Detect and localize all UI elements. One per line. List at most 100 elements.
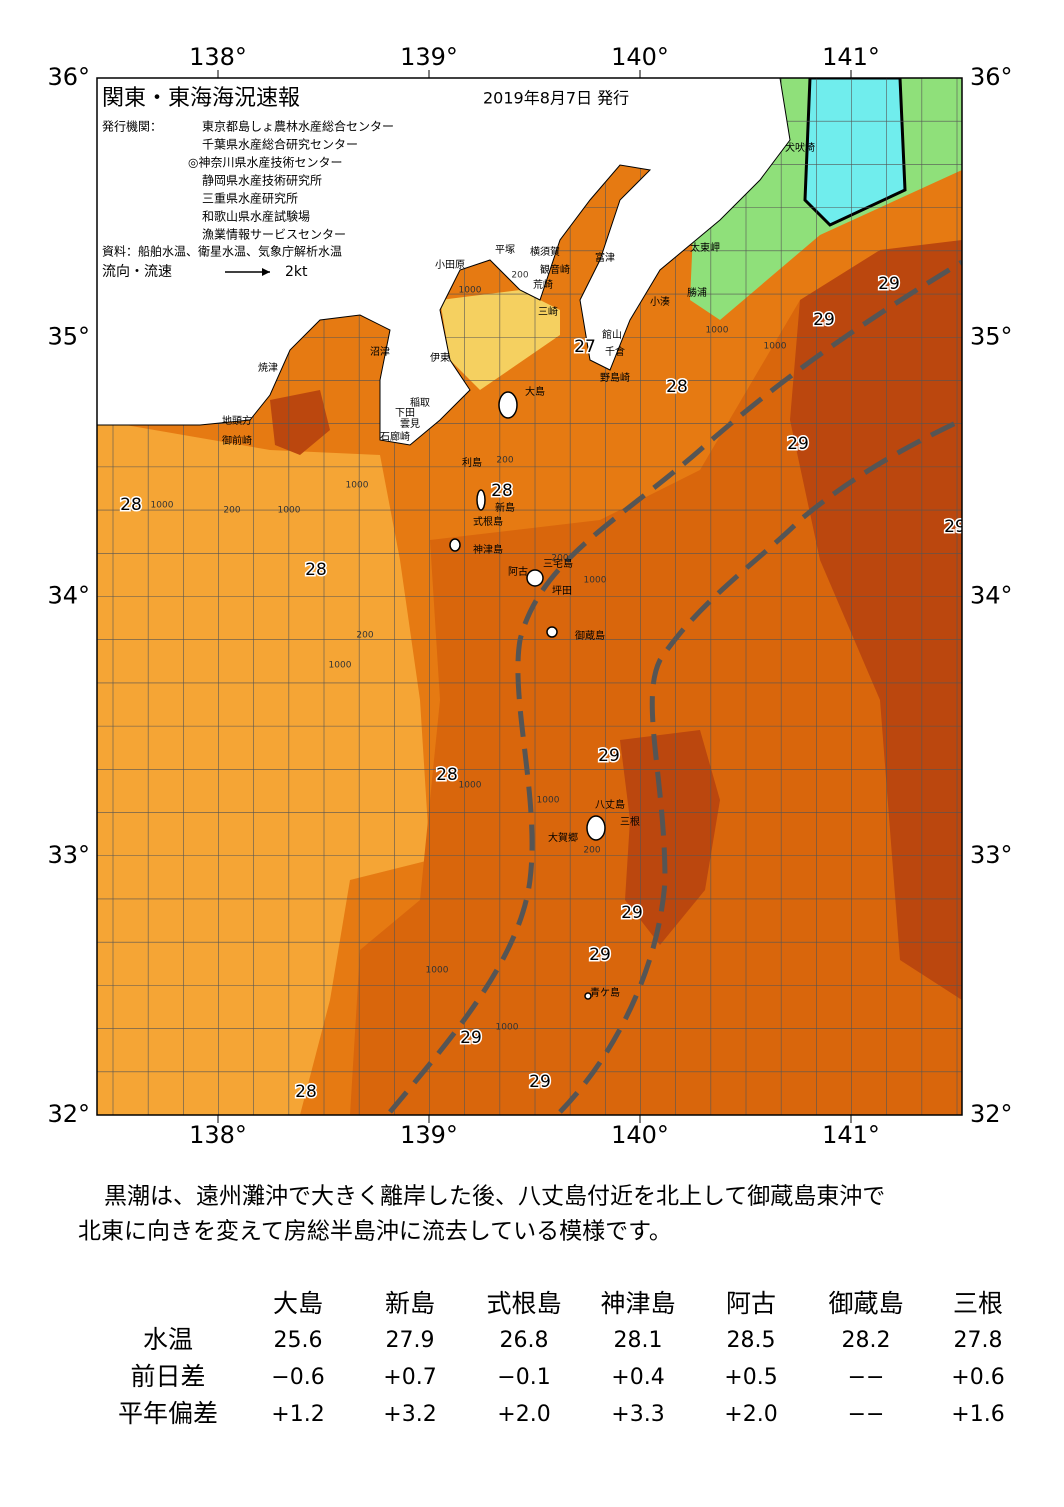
cell: +1.2	[271, 1402, 324, 1427]
warmest-water	[270, 390, 330, 455]
cell: 28.1	[614, 1328, 663, 1353]
lon-tick-label: 139°	[400, 43, 458, 71]
land	[97, 78, 791, 446]
cell: 27.9	[386, 1328, 435, 1353]
island	[498, 391, 518, 419]
description-line: 北東に向きを変えて房総半島沖に流去している模様です。	[78, 1219, 672, 1245]
cell: 28.2	[842, 1328, 891, 1353]
warmest-water	[620, 730, 720, 945]
place-name: 雲見	[400, 418, 420, 430]
cell: 26.8	[500, 1328, 549, 1353]
place-name: 三崎	[538, 305, 558, 318]
depth-label: 200	[356, 631, 373, 641]
depth-label: 1000	[496, 1023, 519, 1033]
agency: 三重県水産研究所	[202, 191, 298, 206]
lat-tick-label: 36°	[970, 63, 1013, 91]
place-name: 大島	[525, 385, 545, 398]
flow-scale: 2kt	[285, 264, 308, 280]
warmest-water	[790, 240, 962, 1000]
cell: 28.5	[727, 1328, 776, 1353]
depth-label: 1000	[459, 286, 482, 296]
place-name: 犬吠埼	[785, 141, 815, 154]
depth-label: 1000	[459, 781, 482, 791]
axis-ticks: 138° 138° 139° 139° 140° 140° 141° 141° 36° 36° 35…	[47, 43, 1012, 1149]
place-name: 式根島	[473, 515, 503, 528]
depth-label: 1000	[346, 481, 369, 491]
cell: −0.1	[497, 1365, 550, 1390]
isotherm-label: 28	[305, 560, 327, 580]
lat-tick-label: 35°	[47, 322, 90, 350]
place-name: 石廊崎	[380, 430, 410, 443]
depth-label: 200	[511, 271, 528, 281]
isotherm-label: 29	[813, 310, 835, 330]
place-name: 地頭方	[222, 414, 252, 427]
island	[449, 538, 461, 552]
cell: +1.6	[951, 1402, 1004, 1427]
agencies-label: 発行機関：	[102, 119, 162, 134]
island	[546, 626, 558, 638]
column-header: 式根島	[486, 1289, 561, 1318]
islands	[449, 391, 606, 1000]
cell: 25.6	[274, 1328, 323, 1353]
place-name: 野島崎	[600, 371, 630, 384]
cell: +3.3	[611, 1402, 664, 1427]
kuroshio-outer	[558, 417, 962, 1114]
place-name: 青ケ島	[590, 986, 620, 999]
depth-label: 1000	[151, 501, 174, 511]
flow-arrowhead	[262, 268, 270, 276]
isotherm-label: 29	[878, 274, 900, 294]
lat-tick-label: 34°	[970, 582, 1013, 610]
lon-tick-label: 141°	[822, 43, 880, 71]
place-name: 小湊	[650, 295, 670, 308]
lat-tick-label: 32°	[47, 1100, 90, 1128]
lon-tick-label: 140°	[611, 1121, 669, 1149]
isotherm-label: 29	[598, 746, 620, 766]
place-name: 平塚	[495, 244, 515, 256]
depth-label: 1000	[584, 576, 607, 586]
isotherm-label: 29	[621, 903, 643, 923]
column-header: 阿古	[726, 1289, 776, 1318]
agency: 漁業情報サービスセンター	[202, 228, 346, 242]
place-name: 横須賀	[530, 245, 560, 258]
row-label: 平年偏差	[118, 1399, 218, 1428]
title: 関東・東海海況速報	[102, 86, 300, 111]
place-name: 荒崎	[533, 278, 553, 291]
place-name: 太東岬	[690, 241, 720, 254]
cell: +0.6	[951, 1365, 1004, 1390]
place-name: 稲取	[410, 397, 430, 409]
agency: 静岡県水産技術研究所	[202, 173, 322, 188]
island	[476, 489, 486, 511]
cell: +3.2	[383, 1402, 436, 1427]
cell: +2.0	[724, 1402, 777, 1427]
place-name: 阿古	[508, 565, 528, 578]
cell: +0.7	[383, 1365, 436, 1390]
kuroshio	[388, 259, 962, 1114]
lat-tick-label: 32°	[970, 1100, 1013, 1128]
isotherm-label: 29	[529, 1072, 551, 1092]
lon-tick-label: 140°	[611, 43, 669, 71]
place-name: 富津	[595, 251, 615, 264]
depth-label: 1000	[706, 326, 729, 336]
depth-label: 1000	[278, 506, 301, 516]
isotherm-label: 27	[574, 337, 596, 357]
lon-tick-label: 139°	[400, 1121, 458, 1149]
column-header: 御蔵島	[828, 1289, 903, 1318]
map-frame	[96, 77, 963, 1116]
sources: 資料：船舶水温、衛星水温、気象庁解析水温	[102, 244, 342, 259]
lat-tick-label: 36°	[47, 63, 90, 91]
place-name: 観音崎	[540, 263, 570, 276]
place-name: 三宅島	[543, 557, 573, 570]
lat-tick-label: 33°	[47, 841, 90, 869]
isotherm-label: 29	[589, 945, 611, 965]
place-name: 利島	[462, 456, 482, 469]
place-name: 八丈島	[595, 798, 625, 811]
place-name: 伊東	[430, 351, 450, 364]
agency: 和歌山県水産試験場	[202, 209, 310, 224]
depth-label: 1000	[329, 661, 352, 671]
isotherm-label: 28	[120, 495, 142, 515]
column-header: 三根	[953, 1289, 1003, 1318]
place-name: 御前崎	[222, 434, 252, 447]
cell: +0.5	[724, 1365, 777, 1390]
